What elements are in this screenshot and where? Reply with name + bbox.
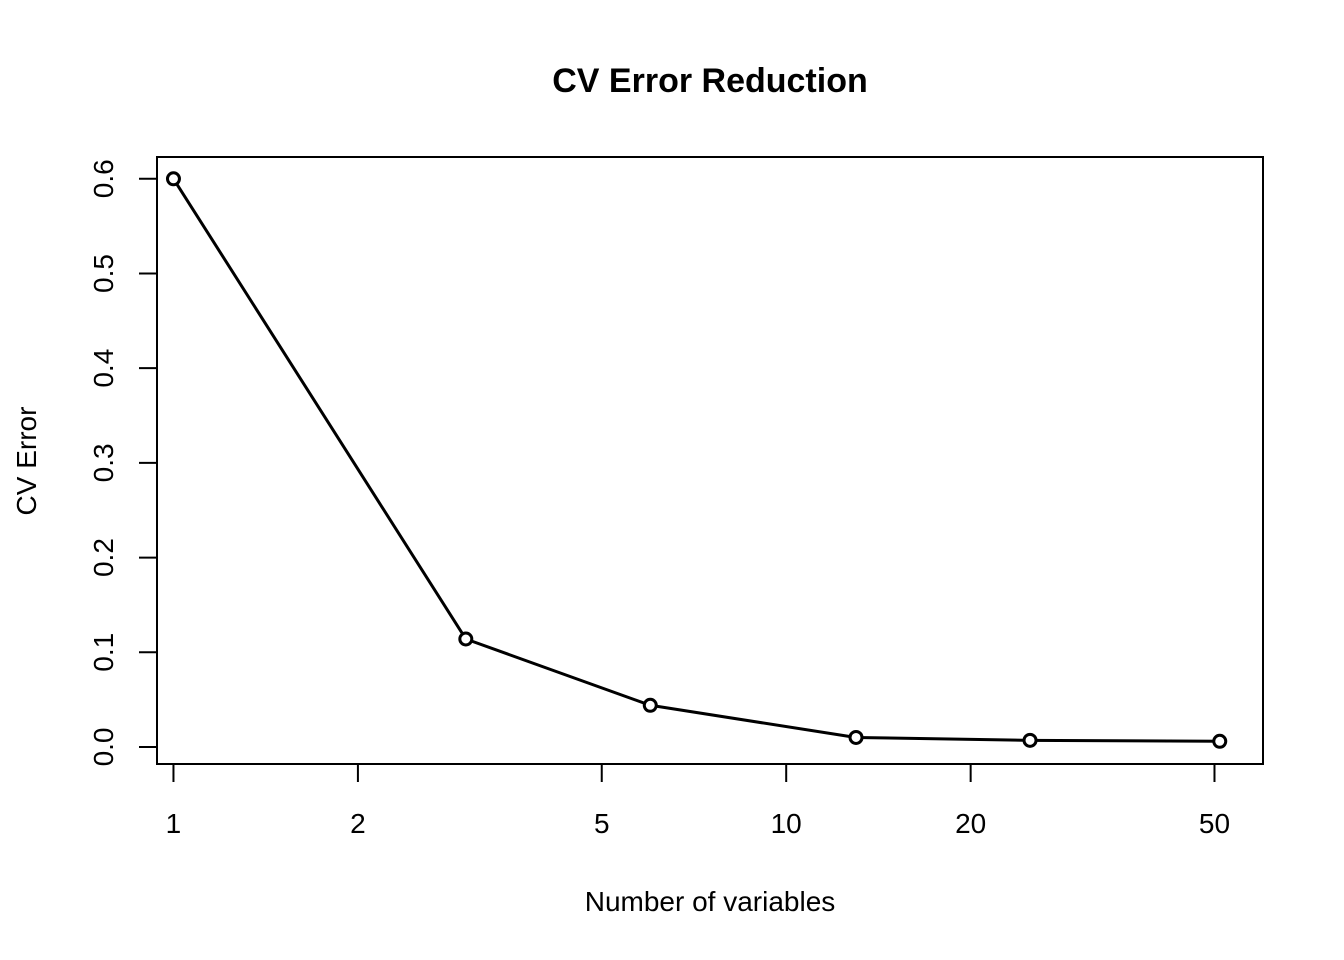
x-tick-label: 1 <box>166 808 182 839</box>
y-tick-label: 0.3 <box>88 443 119 482</box>
series-layer <box>165 171 1228 749</box>
y-axis-label: CV Error <box>11 407 42 516</box>
data-point <box>1022 732 1038 748</box>
data-point <box>458 631 474 647</box>
y-tick-label: 0.0 <box>88 727 119 766</box>
x-tick-label: 50 <box>1199 808 1230 839</box>
plot-frame <box>156 156 1264 765</box>
data-point <box>165 171 181 187</box>
y-tick-label: 0.2 <box>88 538 119 577</box>
series-line <box>172 177 1220 743</box>
y-tick-label: 0.1 <box>88 633 119 672</box>
y-axis: 0.0 0.1 0.2 0.3 0.4 0.5 0.6 <box>88 159 157 766</box>
data-point <box>642 697 658 713</box>
x-axis: 1 2 5 10 20 50 <box>166 764 1230 839</box>
y-tick-label: 0.5 <box>88 254 119 293</box>
x-tick-label: 2 <box>350 808 366 839</box>
data-point <box>848 729 864 745</box>
data-point <box>1212 733 1228 749</box>
x-tick-label: 10 <box>771 808 802 839</box>
y-tick-label: 0.4 <box>88 349 119 388</box>
y-tick-label: 0.6 <box>88 159 119 198</box>
x-tick-label: 20 <box>955 808 986 839</box>
chart-title: CV Error Reduction <box>552 62 867 100</box>
x-tick-label: 5 <box>594 808 610 839</box>
x-axis-label: Number of variables <box>585 886 836 917</box>
